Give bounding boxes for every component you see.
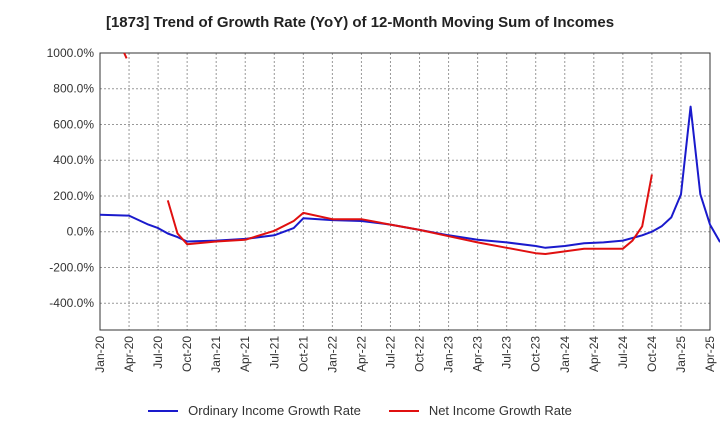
x-tick-label: Jan-22 [325, 336, 339, 373]
legend-swatch-net-income [388, 409, 419, 412]
x-tick-label: Apr-22 [354, 336, 368, 372]
x-tick-label: Apr-25 [703, 336, 717, 372]
series-line-ordinary-income [99, 105, 720, 249]
series-line-net-income [123, 52, 128, 59]
x-tick-label: Jan-20 [93, 336, 107, 373]
y-tick-label: -400.0% [49, 296, 94, 310]
x-tick-label: Oct-24 [645, 336, 659, 372]
y-tick-label: 400.0% [53, 153, 94, 167]
chart-legend: Ordinary Income Growth Rate Net Income G… [0, 403, 720, 418]
chart-title: [1873] Trend of Growth Rate (YoY) of 12-… [105, 14, 615, 31]
x-tick-label: Jul-20 [151, 336, 165, 369]
legend-item-net-income: Net Income Growth Rate [388, 403, 572, 418]
x-tick-label: Jul-22 [383, 336, 397, 369]
x-tick-label: Oct-22 [413, 336, 427, 372]
x-tick-label: Jan-25 [674, 336, 688, 373]
legend-label-ordinary-income: Ordinary Income Growth Rate [188, 403, 361, 418]
legend-label-net-income: Net Income Growth Rate [428, 403, 572, 418]
x-tick-label: Oct-21 [296, 336, 310, 372]
x-tick-label: Apr-20 [122, 336, 136, 372]
legend-item-ordinary-income: Ordinary Income Growth Rate [148, 403, 361, 418]
x-tick-label: Jan-23 [442, 336, 456, 373]
x-tick-label: Apr-23 [471, 336, 485, 372]
y-tick-label: 0.0% [67, 225, 95, 239]
x-tick-label: Jul-24 [616, 336, 630, 369]
plot-frame [99, 52, 711, 331]
x-tick-label: Apr-24 [587, 336, 601, 372]
x-tick-label: Oct-20 [180, 336, 194, 372]
y-tick-label: -200.0% [49, 260, 94, 274]
x-tick-label: Apr-21 [238, 336, 252, 372]
legend-swatch-ordinary-income [148, 409, 179, 412]
y-tick-label: 800.0% [53, 82, 94, 96]
x-tick-label: Jan-21 [209, 336, 223, 373]
y-tick-label: 1000.0% [47, 46, 95, 60]
x-tick-label: Oct-23 [529, 336, 543, 372]
y-tick-label: 600.0% [53, 117, 94, 131]
x-tick-label: Jul-21 [267, 336, 281, 369]
x-tick-label: Jan-24 [558, 336, 572, 373]
series-line-net-income [166, 174, 653, 255]
y-tick-label: 200.0% [53, 189, 94, 203]
x-tick-label: Jul-23 [500, 336, 514, 369]
